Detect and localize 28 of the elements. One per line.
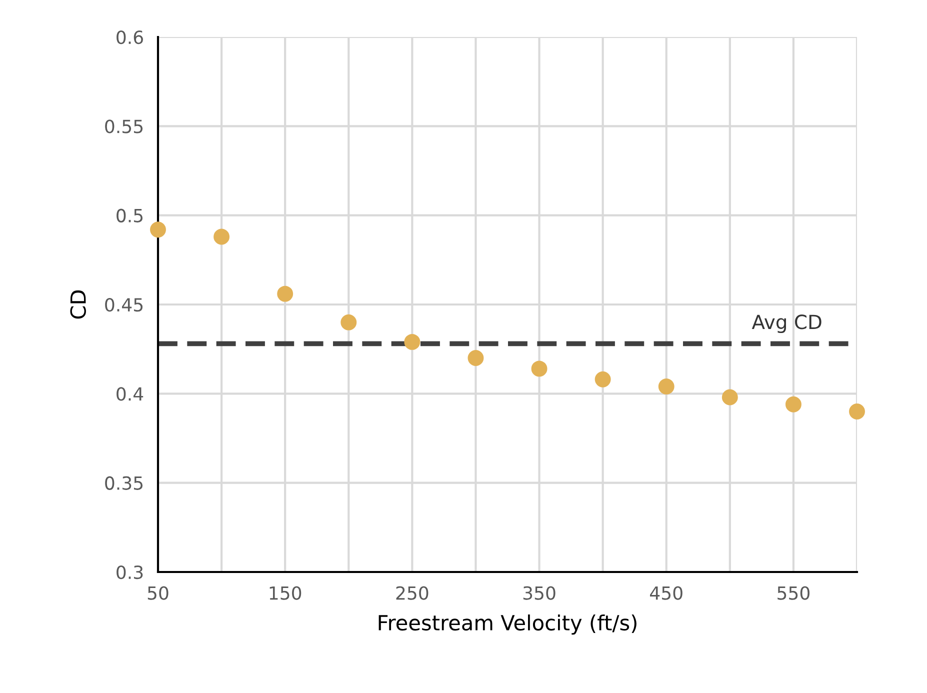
point	[594, 371, 611, 388]
y-tick-label: 0.4	[116, 387, 144, 401]
x-tick-label: 550	[778, 586, 810, 600]
point	[150, 222, 166, 238]
point	[468, 350, 484, 366]
y-axis-title: CD	[70, 290, 86, 319]
point	[849, 404, 865, 420]
x-tick-label: 50	[148, 586, 168, 600]
point	[340, 314, 357, 330]
x-tick-label: 250	[396, 586, 428, 600]
x-tick-label: 150	[270, 586, 302, 600]
ref-line-label: Avg CD	[752, 314, 822, 334]
point	[404, 334, 420, 350]
point	[214, 228, 230, 245]
x-axis-title: Freestream Velocity (ft/s)	[378, 614, 636, 635]
y-tick-label: 0.45	[105, 298, 143, 312]
y-tick-label: 0.3	[116, 565, 143, 580]
point	[277, 286, 294, 302]
point	[531, 360, 548, 377]
y-tick-label: 0.55	[105, 120, 143, 134]
y-tick-label: 0.35	[105, 476, 143, 490]
y-tick-label: 0.6	[116, 30, 143, 44]
point	[658, 378, 674, 395]
y-tick-label: 0.5	[116, 208, 143, 222]
point	[785, 396, 802, 412]
x-tick-label: 450	[650, 586, 682, 600]
x-tick-label: 350	[523, 586, 556, 600]
point	[722, 389, 738, 406]
